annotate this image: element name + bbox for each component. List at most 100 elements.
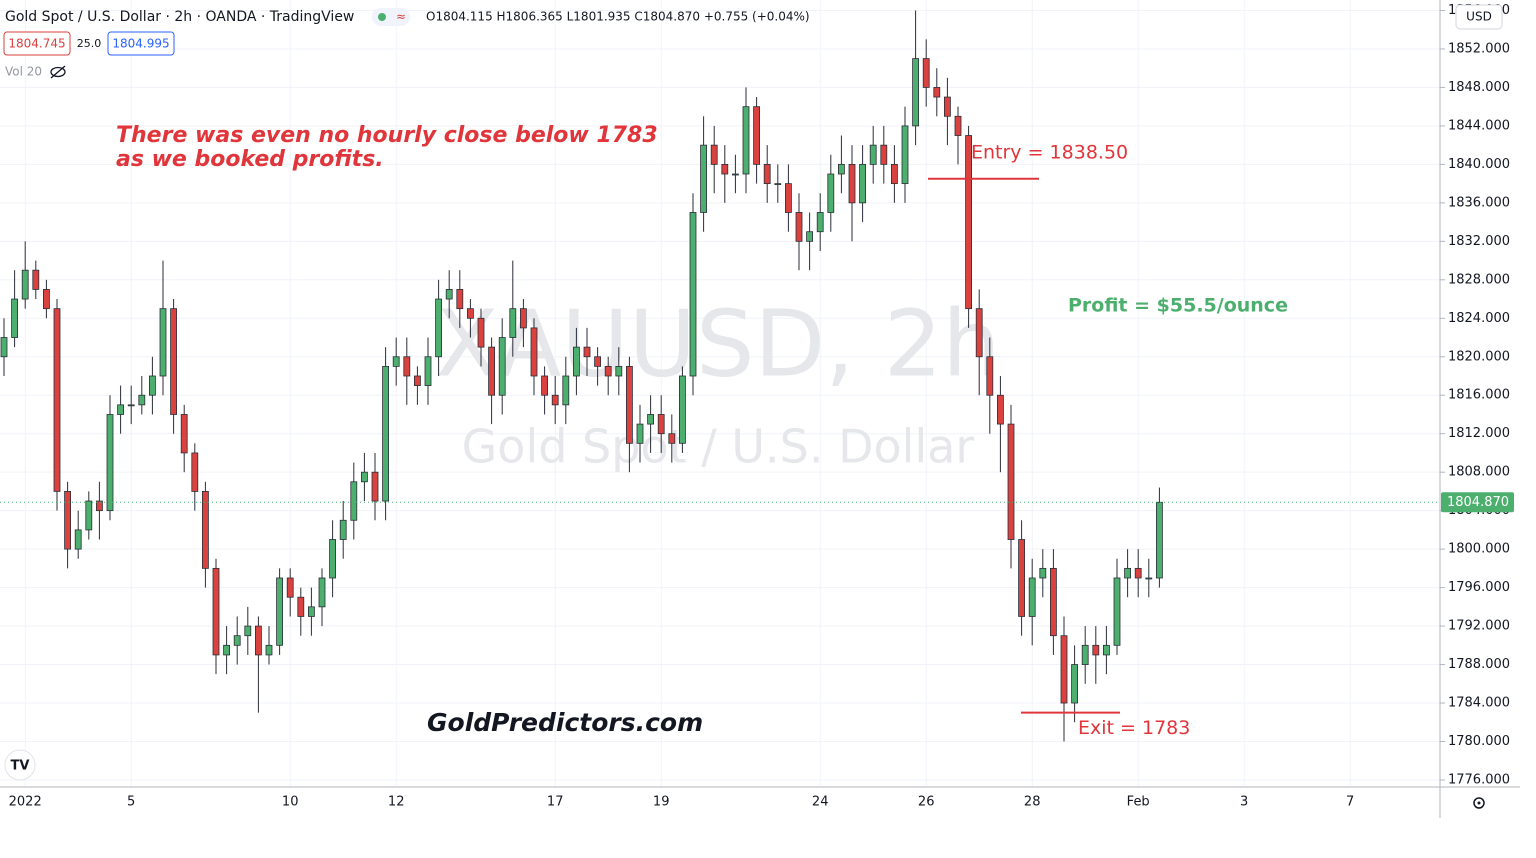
candle-body	[127, 404, 135, 407]
candle-body	[880, 144, 888, 165]
axes: 1776.000 1780.000 1784.000 1788.000 1792.000…	[9, 3, 1514, 810]
candle-body	[265, 644, 273, 656]
candle-body	[679, 375, 686, 444]
candle	[901, 106, 909, 203]
candle-body	[403, 356, 411, 377]
candle-body	[689, 212, 697, 377]
candle-body	[456, 289, 464, 310]
candle-body	[371, 471, 379, 502]
candle-body	[594, 356, 601, 367]
volume-label: Vol 20	[5, 65, 42, 79]
candle-body	[43, 289, 50, 310]
candle	[127, 385, 135, 425]
bid-box[interactable]	[3, 31, 71, 56]
candle-body	[1124, 567, 1131, 579]
bid[interactable]: 1804.745	[8, 37, 65, 51]
candle	[21, 241, 29, 309]
candle-body	[1134, 567, 1142, 579]
candle-body	[710, 144, 718, 165]
candle-body	[170, 308, 178, 415]
candle	[159, 260, 167, 396]
x-tick-label: 10	[282, 795, 299, 810]
candle-body	[509, 308, 517, 338]
ask-box[interactable]	[107, 31, 175, 56]
watermark: XAUUSD, 2h Gold Spot / U.S. Dollar	[435, 290, 1000, 473]
tv-logo[interactable]	[4, 749, 36, 781]
candle	[53, 299, 61, 511]
candle	[297, 587, 305, 636]
candle	[933, 68, 941, 117]
candle	[668, 414, 676, 463]
candle-body	[869, 144, 877, 165]
candle-body	[21, 269, 29, 300]
candle-body	[339, 519, 347, 540]
candle-body	[785, 183, 792, 213]
candle-body	[700, 144, 707, 213]
candle-body	[901, 125, 909, 185]
x-tick-label: Feb	[1127, 795, 1150, 810]
last-price-label: 1804.870	[1447, 495, 1509, 510]
y-tick-label: 1820.000	[1448, 349, 1510, 364]
candle	[43, 279, 50, 319]
candle	[869, 125, 877, 184]
candle-body	[0, 337, 8, 358]
candle	[477, 308, 485, 367]
candle-body	[816, 212, 824, 233]
candle	[276, 568, 284, 655]
candle-body	[753, 106, 760, 165]
candle	[371, 452, 379, 521]
currency-button[interactable]	[1455, 4, 1503, 30]
candle-body	[626, 365, 633, 444]
candle-body	[732, 173, 739, 176]
candle	[403, 337, 411, 405]
y-tick-label: 1816.000	[1448, 388, 1510, 403]
candle-body	[466, 308, 474, 319]
candle	[689, 193, 697, 396]
candle	[286, 568, 294, 617]
annotations: Entry = 1838.50 Exit = 1783 Profit = $55.5…	[0, 123, 1440, 739]
level-label: Exit = 1783	[1078, 717, 1190, 739]
x-tick-label: 2022	[9, 795, 42, 810]
tv-logo-text[interactable]: TV	[11, 759, 30, 774]
candle	[1007, 404, 1015, 569]
candle-body	[117, 404, 124, 415]
candle-body	[32, 269, 40, 290]
candle-body	[1050, 567, 1057, 637]
candle	[244, 606, 252, 655]
candle-body	[965, 135, 972, 310]
candle-body	[1156, 501, 1163, 579]
candle	[392, 337, 400, 386]
candle	[32, 260, 40, 300]
candle	[96, 481, 103, 540]
ask[interactable]: 1804.995	[112, 37, 169, 51]
candle	[74, 510, 82, 559]
settings-icon[interactable]	[1473, 797, 1485, 809]
candle-body	[944, 96, 951, 117]
y-tick-label: 1780.000	[1448, 734, 1510, 749]
candle	[445, 270, 453, 319]
candle-body	[922, 58, 930, 88]
status-icon: ≈	[396, 10, 406, 24]
candle	[636, 404, 644, 463]
x-tick-label: 17	[547, 795, 564, 810]
candle	[201, 481, 209, 588]
candle	[721, 145, 729, 203]
candle	[1092, 626, 1100, 684]
eye-icon[interactable]	[50, 65, 66, 79]
candle	[551, 375, 559, 425]
candle	[859, 145, 866, 223]
currency[interactable]: USD	[1466, 10, 1492, 24]
candle	[191, 443, 199, 511]
candle-body	[413, 375, 421, 387]
candle	[148, 356, 156, 415]
candle-body	[11, 298, 19, 338]
candle	[11, 270, 19, 348]
candle	[975, 289, 983, 396]
candle	[657, 395, 665, 453]
candle	[1039, 549, 1047, 598]
candle	[965, 125, 972, 328]
y-tick-label: 1836.000	[1448, 195, 1510, 210]
candle-body	[954, 115, 962, 136]
candle-body	[583, 346, 591, 358]
candle-body	[848, 163, 856, 204]
